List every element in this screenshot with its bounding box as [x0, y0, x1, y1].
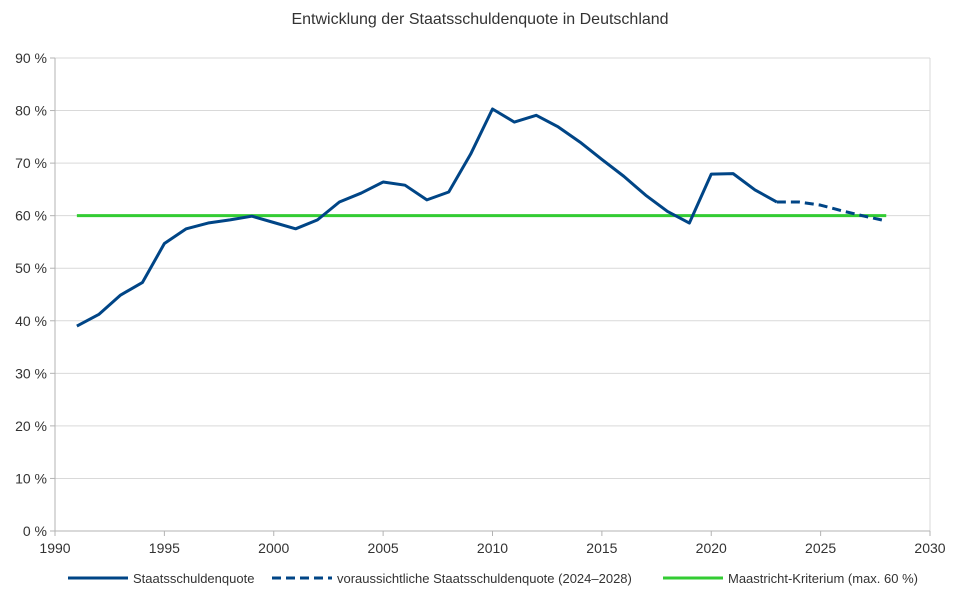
chart-title: Entwicklung der Staatsschuldenquote in D… — [291, 11, 668, 28]
x-tick-label: 2005 — [368, 540, 399, 556]
x-tick-label: 2030 — [914, 540, 945, 556]
y-tick-label: 50 % — [15, 260, 47, 276]
y-tick-label: 40 % — [15, 313, 47, 329]
x-tick-label: 1995 — [149, 540, 180, 556]
legend-label: Staatsschuldenquote — [133, 571, 254, 586]
x-tick-label: 2020 — [696, 540, 727, 556]
y-tick-label: 30 % — [15, 365, 47, 381]
y-tick-label: 90 % — [15, 50, 47, 66]
x-tick-label: 2015 — [586, 540, 617, 556]
x-tick-label: 2025 — [805, 540, 836, 556]
y-tick-label: 70 % — [15, 155, 47, 171]
x-tick-label: 1990 — [39, 540, 70, 556]
y-tick-label: 20 % — [15, 418, 47, 434]
legend-label: voraussichtliche Staatsschuldenquote (20… — [337, 571, 632, 586]
x-tick-label: 2000 — [258, 540, 289, 556]
x-tick-label: 2010 — [477, 540, 508, 556]
series-line — [776, 200, 887, 223]
legend-label: Maastricht-Kriterium (max. 60 %) — [728, 571, 918, 586]
y-tick-label: 60 % — [15, 208, 47, 224]
y-tick-label: 0 % — [23, 523, 47, 539]
series-line — [76, 107, 778, 328]
y-tick-label: 80 % — [15, 103, 47, 119]
y-tick-label: 10 % — [15, 470, 47, 486]
